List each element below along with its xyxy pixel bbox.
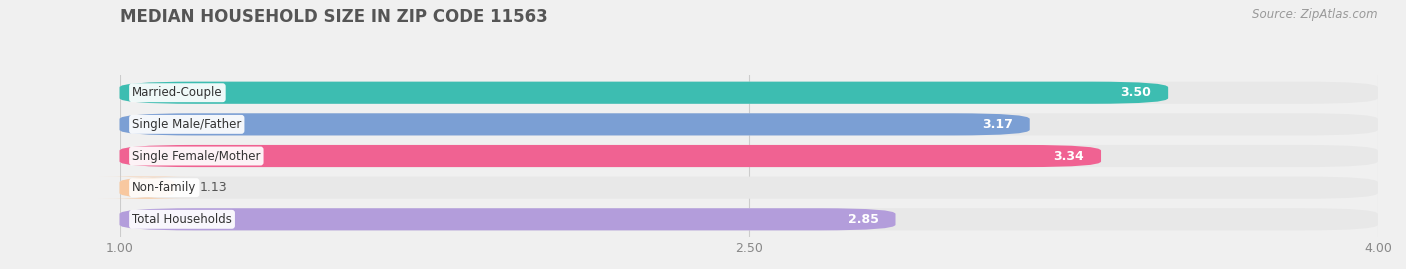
Text: Single Female/Mother: Single Female/Mother bbox=[132, 150, 260, 162]
Text: MEDIAN HOUSEHOLD SIZE IN ZIP CODE 11563: MEDIAN HOUSEHOLD SIZE IN ZIP CODE 11563 bbox=[120, 8, 547, 26]
Text: Single Male/Father: Single Male/Father bbox=[132, 118, 242, 131]
FancyBboxPatch shape bbox=[120, 208, 896, 230]
FancyBboxPatch shape bbox=[120, 113, 1029, 136]
FancyBboxPatch shape bbox=[120, 145, 1378, 167]
Text: Non-family: Non-family bbox=[132, 181, 197, 194]
FancyBboxPatch shape bbox=[98, 176, 195, 199]
Text: Source: ZipAtlas.com: Source: ZipAtlas.com bbox=[1253, 8, 1378, 21]
FancyBboxPatch shape bbox=[120, 113, 1378, 136]
Text: Married-Couple: Married-Couple bbox=[132, 86, 222, 99]
FancyBboxPatch shape bbox=[120, 145, 1101, 167]
Text: 1.13: 1.13 bbox=[200, 181, 226, 194]
Text: 3.50: 3.50 bbox=[1121, 86, 1152, 99]
FancyBboxPatch shape bbox=[120, 82, 1378, 104]
Text: 2.85: 2.85 bbox=[848, 213, 879, 226]
Text: 3.34: 3.34 bbox=[1053, 150, 1084, 162]
Text: Total Households: Total Households bbox=[132, 213, 232, 226]
FancyBboxPatch shape bbox=[120, 208, 1378, 230]
FancyBboxPatch shape bbox=[120, 82, 1168, 104]
Text: 3.17: 3.17 bbox=[981, 118, 1012, 131]
FancyBboxPatch shape bbox=[120, 176, 1378, 199]
